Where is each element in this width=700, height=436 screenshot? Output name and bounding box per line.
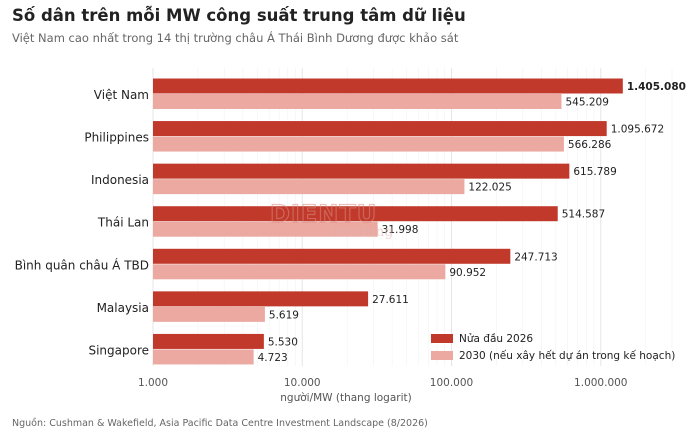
legend: Nửa đầu 2026 2030 (nếu xây hết dự án tro…: [431, 333, 675, 362]
bar-series2: [153, 221, 378, 237]
category-label: Việt Nam: [94, 88, 149, 102]
category-label: Bình quân châu Á TBD: [15, 257, 149, 272]
data-label: 122.025: [468, 182, 511, 194]
category-label: Thái Lan: [97, 216, 149, 230]
category-label: Indonesia: [91, 173, 149, 187]
category-label: Singapore: [88, 343, 149, 357]
legend-label-series2: 2030 (nếu xây hết dự án trong kế hoạch): [459, 350, 675, 362]
data-label: 5.619: [269, 309, 299, 321]
x-tick-label: 1.000.000: [574, 377, 627, 389]
data-label: 615.789: [573, 166, 616, 178]
legend-swatch-series1: [431, 334, 453, 343]
category-labels: Việt Nam Philippines Indonesia Thái Lan Bình…: [15, 88, 149, 357]
data-label: 27.611: [372, 294, 409, 306]
bar-series2: [153, 136, 564, 152]
bar-series1: [153, 206, 558, 222]
data-label: 247.713: [514, 251, 557, 263]
chart-subtitle: Việt Nam cao nhất trong 14 thị trường ch…: [12, 31, 459, 45]
bar-series1: [153, 291, 369, 307]
data-label: 31.998: [382, 224, 419, 236]
bar-series1: [153, 333, 264, 349]
source-note: Nguồn: Cushman & Wakefield, Asia Pacific…: [12, 418, 428, 429]
bar-series2: [153, 179, 465, 195]
x-tick-label: 1.000: [138, 377, 168, 389]
chart-title: Số dân trên mỗi MW công suất trung tâm d…: [12, 6, 466, 25]
data-label: 90.952: [449, 267, 486, 279]
data-label: 545.209: [565, 97, 608, 109]
bar-series1: [153, 78, 623, 94]
x-tick-label: 100.000: [430, 377, 473, 389]
x-tick-label: 10.000: [284, 377, 321, 389]
category-label: Philippines: [84, 131, 149, 145]
bar-series1: [153, 163, 570, 179]
legend-label-series1: Nửa đầu 2026: [459, 333, 533, 345]
value-labels: 1.405.080 545.209 1.095.672 566.286 615.789 1…: [258, 81, 686, 364]
category-label: Malaysia: [97, 301, 149, 315]
data-label: 566.286: [568, 139, 612, 151]
bars: [153, 78, 623, 365]
x-axis-ticks: 1.000 10.000 100.000 1.000.000: [138, 377, 628, 389]
bar-series2: [153, 264, 446, 280]
bar-series2: [153, 306, 265, 322]
legend-swatch-series2: [431, 351, 453, 360]
data-label: 1.405.080: [627, 81, 686, 93]
bar-series2: [153, 349, 254, 365]
data-label: 1.095.672: [611, 124, 664, 136]
data-label: 4.723: [258, 352, 288, 364]
bar-series1: [153, 121, 607, 137]
bar-series1: [153, 248, 511, 264]
data-label: 514.587: [562, 209, 605, 221]
x-axis-label: người/MW (thang logarit): [280, 392, 411, 404]
bar-series2: [153, 94, 562, 109]
data-label: 5.530: [268, 336, 298, 348]
